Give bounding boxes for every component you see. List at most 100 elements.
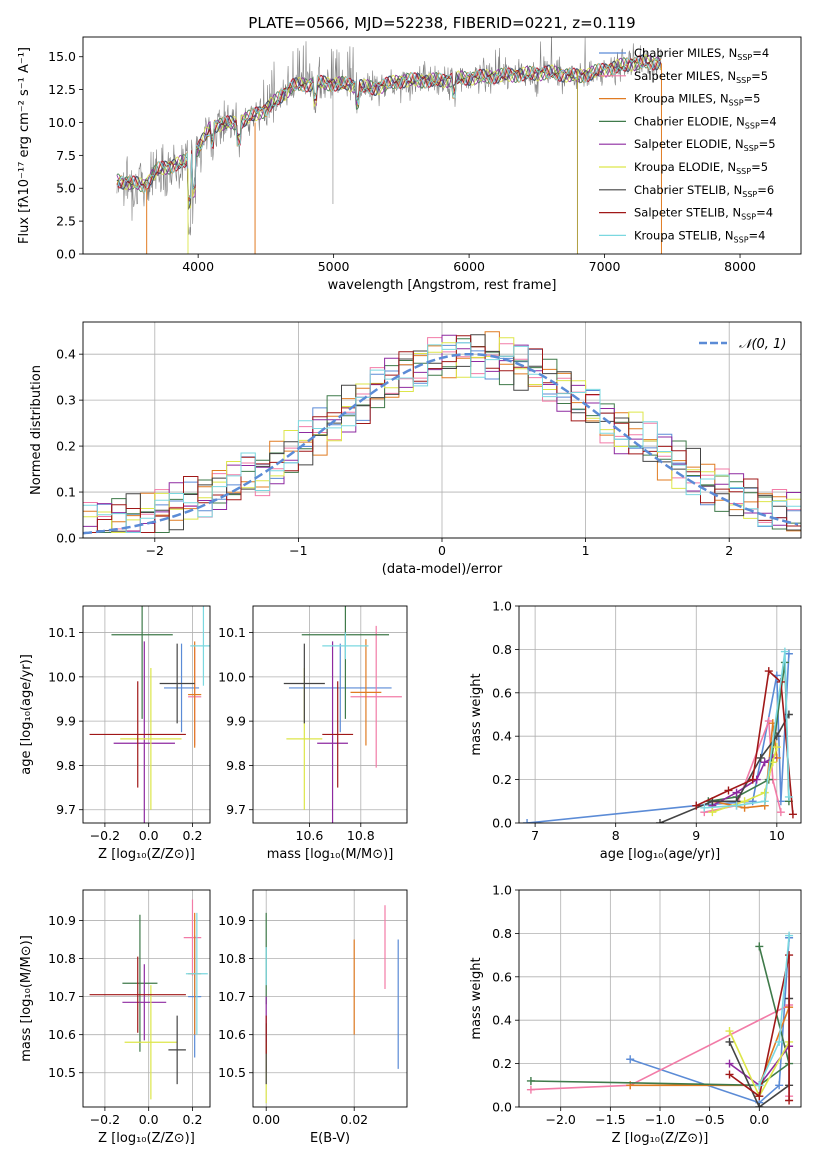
y-tick-label: 10.1 [218,625,246,640]
x-tick-label: 0 [438,543,446,558]
y-tick-label: 1.0 [492,883,512,898]
chart-title: PLATE=0566, MJD=52238, FIBERID=0221, z=0… [248,14,635,32]
x-tick-label: −0.2 [90,1112,120,1127]
series-marker [775,1037,784,1046]
axes-frame [518,889,802,1108]
plot-area-age-weight [523,647,797,823]
x-axis-label: Z [log₁₀(Z/Z⊙)] [98,1131,195,1146]
x-tick-label: 10 [769,828,785,843]
axes-frame [82,889,211,1108]
x-tick-label: 2 [725,543,733,558]
series-line [729,954,790,1101]
legend-entry: Salpeter ELODIE, NSSP=5 [634,137,776,153]
series-marker [725,1027,734,1036]
errorbar-salpeter-elodie [122,964,167,1041]
axes-frame [82,605,211,824]
axes-frame [252,605,408,824]
y-tick-label: 9.8 [56,758,76,773]
panel-z-weight: −2.0 −1.5 −1.0 −0.5 0.0 0.0 0.2 0.4 0.6 0.8 1.0 Z [… [469,883,802,1146]
x-axis-label: wavelength [Angstrom, rest frame] [328,278,557,293]
x-tick-label: 8 [612,828,620,843]
series-marker [755,942,764,951]
legend: Chabrier MILES, NSSP=4 Salpeter MILES, NS… [599,46,777,244]
y-tick-label: 10.0 [218,669,246,684]
y-tick-label: 9.9 [226,714,246,729]
y-tick-label: 9.8 [226,758,246,773]
x-tick-label: 0.0 [139,828,159,843]
legend-entry: Kroupa STELIB, NSSP=4 [634,228,765,244]
axes-frame [82,321,802,539]
series-marker [724,786,733,795]
y-tick-label: 0.8 [492,926,512,941]
legend-entry: Chabrier ELODIE, NSSP=4 [634,114,777,130]
legend-entry: Kroupa MILES, NSSP=5 [634,92,760,108]
errorbar-chabrier-stelib [168,1015,186,1085]
x-tick-label: −0.2 [90,828,120,843]
y-tick-label: 9.7 [226,802,246,817]
series-marker [626,1055,635,1064]
y-tick-label: 0.2 [492,1056,512,1071]
series-marker [788,810,797,819]
plot-area-mass-age [283,606,402,823]
series-marker [780,647,789,656]
y-tick-label: 0.4 [492,1013,512,1028]
x-tick-label: 0.0 [749,1112,769,1127]
x-tick-label: 7 [531,828,539,843]
histogram-kroupa-stelib [83,342,801,538]
x-tick-label: 10.6 [296,828,324,843]
plot-area-ebv-mass [265,905,399,1104]
x-tick-label: 10.8 [347,828,375,843]
x-axis-label: Z [log₁₀(Z/Z⊙)] [612,1131,709,1146]
plot-area-z-mass [89,899,208,1100]
model-line-kroupa-stelib [116,56,662,199]
errorbar-kroupa-miles [188,641,202,748]
y-tick-label: 10.8 [48,951,76,966]
y-tick-label: 0.4 [492,729,512,744]
x-tick-label: 0.02 [340,1112,368,1127]
x-tick-label: −1 [289,543,307,558]
x-axis-label: E(B-V) [310,1131,350,1146]
series-kroupa-stelib [755,931,794,1090]
series-marker [748,775,757,784]
errorbar-chabrier-elodie [122,914,158,1052]
errorbar-chabrier-miles [164,643,200,733]
series-marker [755,1103,764,1107]
y-tick-label: 1.0 [492,599,512,614]
plot-area-z-age [89,606,210,823]
y-tick-label: 0.1 [56,485,76,500]
histogram-salpeter-stelib [83,335,801,538]
x-tick-label: −0.5 [694,1112,724,1127]
series-marker [760,758,769,767]
y-tick-label: 0.2 [56,439,76,454]
legend-entry: Salpeter STELIB, NSSP=4 [634,206,773,222]
panel-mass-age: 10.6 10.8 9.7 9.8 9.9 10.0 10.1 mass [log₁₀(M/M… [218,605,408,862]
panel-spectrum: 4000 5000 6000 7000 8000 0.0 2.5 5.0 7.5 10.0 12.5… [17,36,802,293]
series-marker [772,743,781,752]
y-tick-label: 10.7 [218,989,246,1004]
y-tick-label: 0.0 [56,247,76,262]
y-axis-label: mass weight [469,673,484,755]
x-tick-label: 7000 [589,259,621,274]
x-tick-label: −2 [146,543,164,558]
series-marker [784,792,793,801]
panel-ebv-mass: 0.00 0.02 10.5 10.6 10.7 10.8 10.9 E(B-V) [218,889,408,1146]
series-marker [764,667,773,676]
series-marker [756,753,765,762]
series-marker [708,808,717,817]
y-axis-label: mass weight [469,957,484,1039]
series-marker [755,1092,764,1101]
gaussian-curve [83,352,799,535]
y-tick-label: 15.0 [48,49,76,64]
errorbar-kroupa-stelib [185,912,208,1035]
series-line [530,946,791,1087]
y-tick-label: 9.9 [56,714,76,729]
series-line [527,653,790,823]
errorbar-salpeter-stelib [89,956,186,1033]
series-marker [784,649,793,658]
series-marker [725,1059,734,1068]
errorbar-chabrier-elodie [111,606,173,719]
errorbar-kroupa-stelib [190,606,210,686]
y-tick-label: 0.6 [492,969,512,984]
y-tick-label: 10.5 [218,1065,246,1080]
